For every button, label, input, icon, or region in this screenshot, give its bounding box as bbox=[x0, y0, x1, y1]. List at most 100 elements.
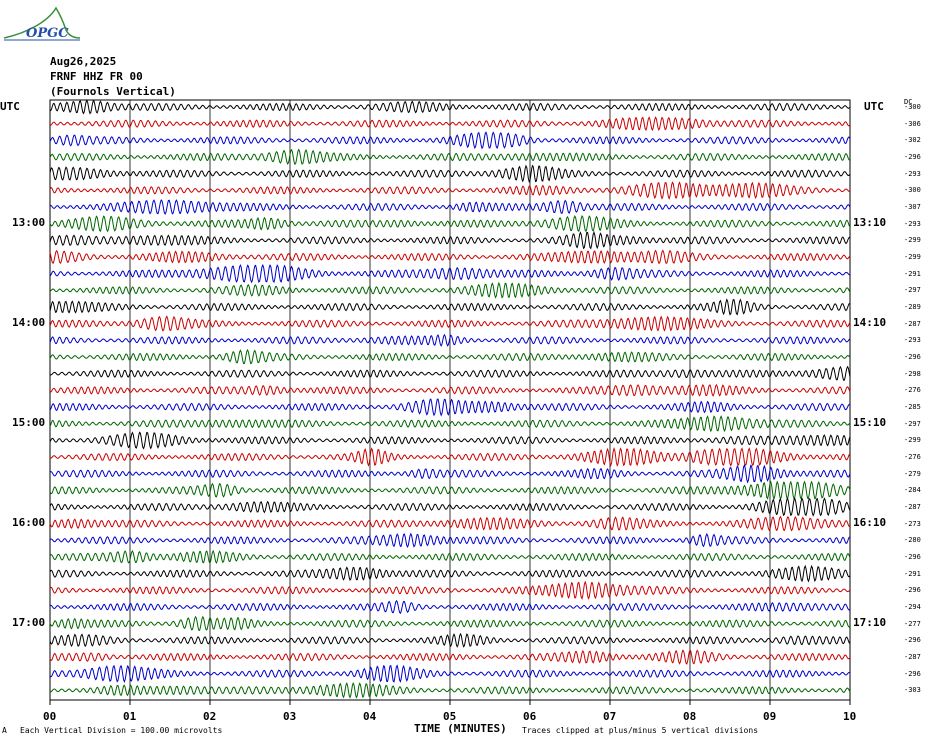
dc-offset-label: -287 bbox=[904, 503, 921, 511]
trace-line bbox=[49, 181, 851, 200]
x-tick-label: 10 bbox=[843, 710, 857, 723]
trace-line bbox=[49, 164, 851, 183]
trace-line bbox=[49, 398, 851, 417]
trace-line bbox=[49, 348, 851, 365]
dc-offset-label: -273 bbox=[904, 519, 921, 528]
dc-offset-label: -299 bbox=[904, 236, 921, 245]
logo-text: OPGC bbox=[26, 26, 69, 41]
clip-note: Traces clipped at plus/minus 5 vertical … bbox=[522, 726, 759, 735]
scale-note: Each Vertical Division = 100.00 microvol… bbox=[20, 726, 223, 735]
dc-offset-label: -306 bbox=[904, 119, 921, 128]
dc-offset-label: -300 bbox=[904, 186, 921, 195]
dc-offset-label: -287 bbox=[904, 653, 921, 661]
dc-offset-label: -291 bbox=[904, 269, 921, 278]
dc-offset-label: -276 bbox=[904, 453, 921, 461]
trace-line bbox=[49, 249, 851, 265]
dc-offset-label: -296 bbox=[904, 586, 921, 595]
dc-offset-label: -296 bbox=[904, 636, 921, 645]
dc-offset-label: -284 bbox=[904, 486, 921, 495]
x-tick-label: 08 bbox=[683, 710, 697, 723]
dc-offset-label: -296 bbox=[904, 353, 921, 361]
trace-line bbox=[49, 415, 851, 433]
trace-line bbox=[49, 648, 851, 665]
logo: OPGC bbox=[2, 4, 82, 44]
dc-offset-label: -297 bbox=[904, 286, 921, 295]
x-tick-label: 09 bbox=[763, 710, 777, 723]
dc-offset-label: -289 bbox=[904, 303, 921, 311]
dc-offset-label: -296 bbox=[904, 153, 921, 161]
dc-offset-label: -294 bbox=[904, 603, 921, 611]
trace-line bbox=[49, 532, 851, 549]
dc-offset-label: -276 bbox=[904, 386, 921, 395]
dc-offset-label: -293 bbox=[904, 219, 921, 228]
trace-line bbox=[49, 549, 851, 565]
dc-offset-label: -287 bbox=[904, 319, 921, 328]
dc-title: DC bbox=[904, 98, 913, 106]
x-axis-title: TIME (MINUTES) bbox=[414, 722, 507, 735]
dc-offset-label: -299 bbox=[904, 436, 921, 445]
dc-offset-label: -307 bbox=[904, 203, 921, 211]
trace-line bbox=[49, 681, 851, 699]
dc-offset-label: -296 bbox=[904, 669, 921, 678]
station-label: FRNF HHZ FR 00 bbox=[50, 70, 143, 83]
x-tick-label: 01 bbox=[123, 710, 137, 723]
x-tick-label: 02 bbox=[203, 710, 217, 723]
trace-line bbox=[49, 263, 851, 284]
trace-line bbox=[49, 632, 851, 648]
dc-offset-label: -291 bbox=[904, 569, 921, 578]
left-hour-label: 13:00 bbox=[12, 215, 46, 229]
left-hour-label: 15:00 bbox=[12, 415, 46, 429]
dc-offset-label: -277 bbox=[904, 619, 921, 628]
right-hour-label: 15:10 bbox=[853, 415, 887, 429]
trace-line bbox=[49, 333, 851, 347]
left-hour-label: 16:00 bbox=[12, 515, 46, 529]
trace-line bbox=[49, 116, 851, 132]
logo-wave-icon bbox=[3, 6, 81, 41]
trace-line bbox=[49, 214, 851, 233]
dc-offset-label: -285 bbox=[904, 403, 921, 411]
dc-offset-label: -293 bbox=[904, 169, 921, 178]
x-tick-label: 04 bbox=[363, 710, 377, 723]
footer-mark: A bbox=[2, 726, 7, 735]
x-tick-label: 05 bbox=[443, 710, 457, 723]
trace-line bbox=[49, 515, 851, 532]
trace-line bbox=[49, 599, 851, 615]
trace-line bbox=[49, 148, 851, 165]
right-utc-title: UTC bbox=[864, 100, 884, 113]
left-utc-title: UTC bbox=[0, 100, 20, 113]
x-tick-label: 03 bbox=[283, 710, 297, 723]
location-label: (Fournols Vertical) bbox=[50, 85, 176, 98]
trace-line bbox=[49, 580, 851, 600]
dc-offset-label: -280 bbox=[904, 536, 921, 545]
dc-offset-label: -298 bbox=[904, 369, 921, 378]
dc-offset-label: -303 bbox=[904, 686, 921, 695]
trace-line bbox=[49, 383, 851, 397]
right-hour-label: 14:10 bbox=[853, 315, 887, 329]
trace-line bbox=[49, 298, 851, 316]
x-tick-label: 06 bbox=[523, 710, 537, 723]
trace-line bbox=[49, 431, 851, 450]
trace-line bbox=[49, 463, 851, 484]
dc-offset-label: -296 bbox=[904, 553, 921, 561]
dc-offset-label: -279 bbox=[904, 469, 921, 478]
trace-line bbox=[49, 131, 851, 150]
right-hour-label: 16:10 bbox=[853, 515, 887, 529]
trace-line bbox=[49, 480, 851, 501]
date-label: Aug26,2025 bbox=[50, 55, 117, 68]
trace-line bbox=[49, 446, 851, 467]
trace-line bbox=[49, 615, 851, 631]
x-tick-label: 00 bbox=[43, 710, 57, 723]
dc-offset-label: -302 bbox=[904, 136, 921, 145]
right-hour-label: 13:10 bbox=[853, 215, 887, 229]
left-hour-label: 17:00 bbox=[12, 615, 46, 629]
dc-offset-label: -297 bbox=[904, 419, 921, 428]
trace-line bbox=[49, 664, 851, 683]
trace-line bbox=[49, 315, 851, 332]
trace-line bbox=[49, 365, 851, 381]
left-hour-label: 14:00 bbox=[12, 315, 46, 329]
right-hour-label: 17:10 bbox=[853, 615, 887, 629]
x-tick-label: 07 bbox=[603, 710, 617, 723]
dc-offset-label: -293 bbox=[904, 336, 921, 345]
trace-line bbox=[49, 231, 851, 250]
